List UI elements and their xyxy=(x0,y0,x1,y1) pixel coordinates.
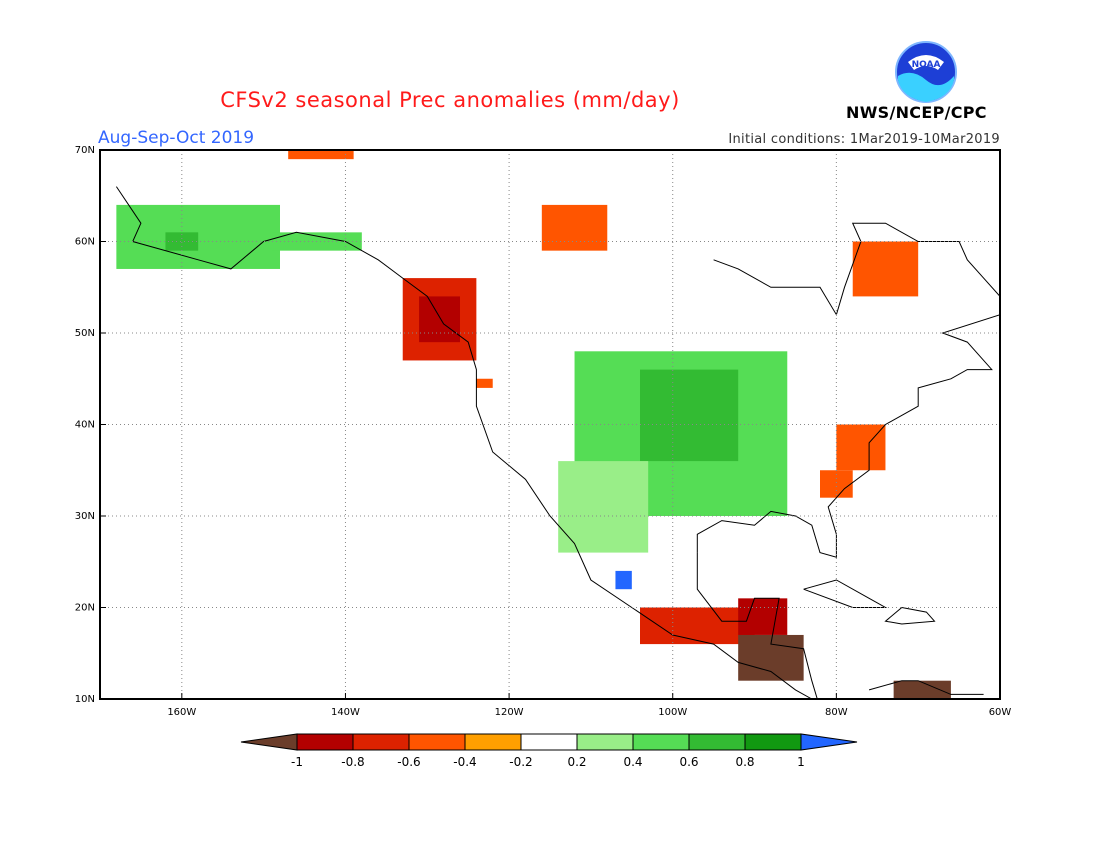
lon-label: 60W xyxy=(989,707,1012,718)
colorbar-label: -0.2 xyxy=(509,755,532,769)
colorbar-label: -0.6 xyxy=(397,755,420,769)
anomaly-layer xyxy=(116,150,951,699)
chart-title: CFSv2 seasonal Prec anomalies (mm/day) xyxy=(220,88,680,112)
colorbar-label: -0.8 xyxy=(341,755,364,769)
anomaly-plains-core xyxy=(640,369,739,462)
colorbar-segment xyxy=(464,733,522,751)
forecast-period: Aug-Sep-Oct 2019 xyxy=(98,128,255,148)
lon-label: 100W xyxy=(658,707,687,718)
colorbar-segment xyxy=(576,733,634,751)
lat-label: 20N xyxy=(75,603,95,614)
pacific-coast xyxy=(115,186,813,699)
anomaly-mexico-south-dry xyxy=(640,607,755,645)
colorbar-label: 1 xyxy=(797,755,805,769)
anomaly-venezuela-very-dry xyxy=(893,680,951,699)
lat-label: 30N xyxy=(75,511,95,522)
colorbar-segment xyxy=(296,733,354,751)
south-america-coast xyxy=(868,680,984,695)
anomaly-yukon-north-orange xyxy=(288,150,354,160)
noaa-logo: NOAA xyxy=(895,41,957,103)
initial-conditions-label: Initial conditions: 1Mar2019-10Mar2019 xyxy=(728,132,1000,147)
hudson-bay xyxy=(713,222,1000,316)
colorbar-label: 0.2 xyxy=(567,755,586,769)
lon-label: 80W xyxy=(825,707,848,718)
coastlines-layer xyxy=(115,186,1000,699)
colorbar-label: 0.6 xyxy=(679,755,698,769)
latitude-labels: 70N 60N 50N 40N 30N 20N 10N xyxy=(75,145,106,705)
longitude-labels: 160W 140W 120W 100W 80W 60W xyxy=(167,693,1011,718)
colorbar-label: -1 xyxy=(291,755,303,769)
colorbar-segment xyxy=(352,733,410,751)
lat-label: 40N xyxy=(75,420,95,431)
colorbar-right-arrow xyxy=(800,733,858,751)
anomaly-southwest-wet xyxy=(558,461,649,553)
anomaly-great-slave-dry xyxy=(541,204,608,251)
yucatan-caribbean-coast xyxy=(696,552,818,699)
hispaniola xyxy=(884,607,936,625)
lat-label: 50N xyxy=(75,328,95,339)
lon-label: 160W xyxy=(167,707,196,718)
colorbar-segment xyxy=(744,733,802,751)
colorbar-segment xyxy=(520,733,578,751)
colorbar-left-arrow xyxy=(240,733,298,751)
anomaly-quebec-dry xyxy=(852,241,919,297)
lat-label: 70N xyxy=(75,145,95,156)
colorbar-label: 0.8 xyxy=(735,755,754,769)
logo-text: NOAA xyxy=(912,60,941,70)
anomaly-yucatan-dry xyxy=(738,598,788,635)
anomaly-oregon-dry xyxy=(476,378,493,388)
colorbar-segment xyxy=(632,733,690,751)
anomaly-alaska-core xyxy=(165,232,199,251)
atlantic-gulf-coast xyxy=(696,314,1000,558)
anomaly-mid-atlantic-dry xyxy=(836,424,886,471)
lon-label: 120W xyxy=(495,707,524,718)
lat-label: 60N xyxy=(75,237,95,248)
lon-label: 140W xyxy=(331,707,360,718)
agency-label: NWS/NCEP/CPC xyxy=(846,103,987,122)
colorbar-segment xyxy=(688,733,746,751)
cuba xyxy=(803,579,888,608)
colorbar: -1 -0.8 -0.6 -0.4 -0.2 0.2 0.4 0.6 0.8 1 xyxy=(240,733,858,769)
anomaly-bc-coast-very-dry xyxy=(419,296,460,343)
anomaly-sinaloa-wet xyxy=(615,570,632,590)
colorbar-label: -0.4 xyxy=(453,755,476,769)
lat-label: 10N xyxy=(75,694,95,705)
colorbar-label: 0.4 xyxy=(623,755,642,769)
colorbar-segment xyxy=(408,733,466,751)
